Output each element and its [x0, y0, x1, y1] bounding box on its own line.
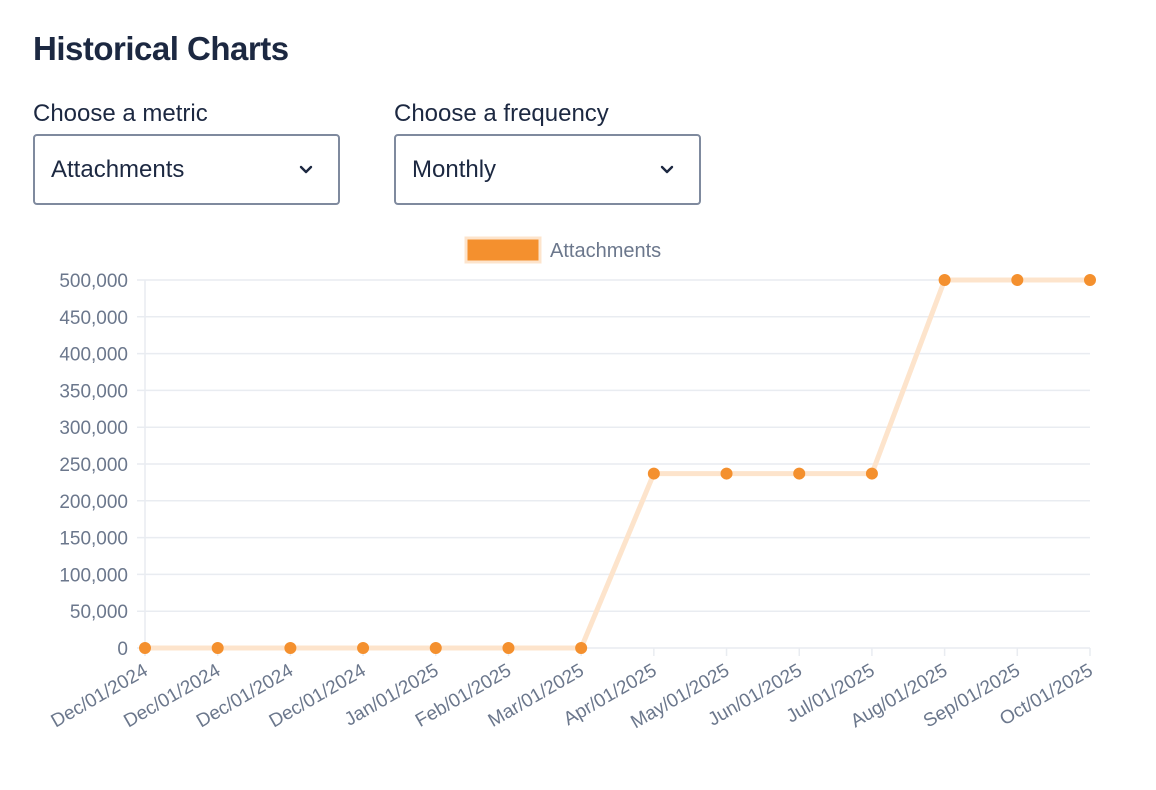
chevron-down-icon	[294, 158, 318, 182]
data-point	[429, 642, 442, 654]
data-point	[284, 642, 297, 654]
frequency-select-value: Monthly	[412, 155, 497, 183]
data-point	[211, 642, 224, 654]
data-point	[575, 642, 588, 654]
y-tick-label: 0	[117, 639, 128, 660]
y-tick-label: 400,000	[59, 345, 128, 366]
y-tick-label: 250,000	[59, 455, 128, 476]
y-tick-label: 300,000	[59, 418, 128, 439]
y-tick-label: 50,000	[70, 602, 128, 623]
data-point	[865, 467, 878, 480]
y-tick-label: 450,000	[59, 308, 128, 329]
data-point	[139, 642, 151, 654]
data-point	[502, 642, 515, 654]
frequency-label: Choose a frequency	[394, 100, 609, 127]
data-point	[647, 467, 660, 480]
metric-select-value: Attachments	[51, 155, 185, 183]
chevron-down-icon	[655, 158, 679, 182]
frequency-field: Choose a frequency Monthly	[394, 100, 701, 205]
y-tick-label: 350,000	[59, 381, 128, 402]
series-line-attachments	[145, 277, 1090, 651]
page-title: Historical Charts	[33, 30, 289, 67]
data-point	[720, 467, 733, 480]
data-point	[938, 274, 951, 286]
metric-label: Choose a metric	[33, 100, 208, 127]
data-point	[1084, 274, 1096, 286]
data-point	[1011, 274, 1024, 286]
legend-label: Attachments	[550, 240, 661, 262]
legend-swatch	[464, 236, 542, 264]
y-tick-label: 150,000	[59, 529, 128, 550]
y-tick-label: 200,000	[59, 492, 128, 513]
y-tick-label: 100,000	[59, 565, 128, 586]
frequency-select[interactable]: Monthly	[394, 134, 701, 205]
data-point	[357, 642, 370, 654]
metric-select[interactable]: Attachments	[33, 134, 340, 205]
data-point	[793, 467, 806, 480]
metric-field: Choose a metric Attachments	[33, 100, 340, 205]
y-tick-label: 500,000	[59, 271, 128, 292]
